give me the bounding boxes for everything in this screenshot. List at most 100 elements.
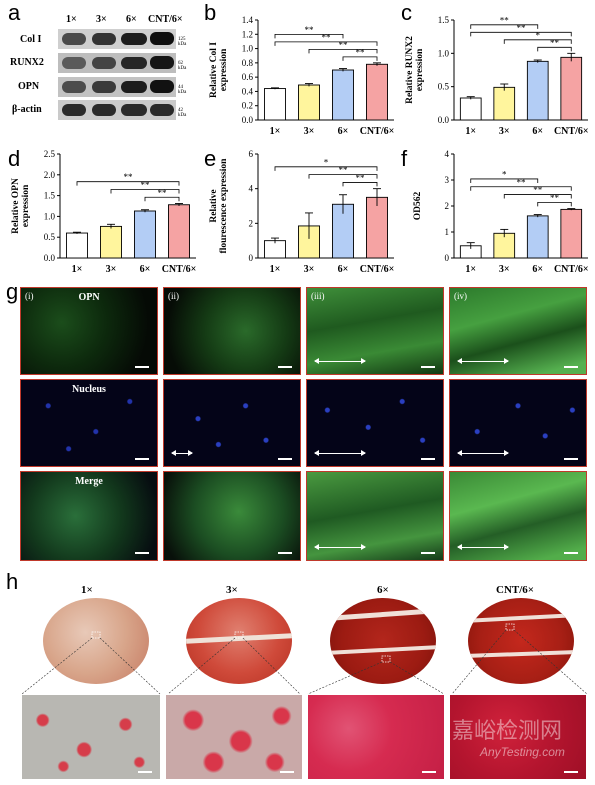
row-label-merge: Merge <box>75 476 103 487</box>
protein-label: RUNX2 <box>10 57 44 68</box>
stain-zoom-1x <box>22 695 160 779</box>
arrow-indicator <box>457 544 509 550</box>
y-tick-label: 0.5 <box>438 82 450 92</box>
x-tick-label: 1× <box>465 264 476 275</box>
x-tick-label: 3× <box>304 126 315 137</box>
blot-strip-opn <box>58 77 176 97</box>
y-tick-label: 1.5 <box>44 191 56 201</box>
significance-label: ** <box>517 23 527 33</box>
column-label: (ii) <box>168 291 179 301</box>
y-tick-label: 0.0 <box>242 115 254 125</box>
scale-bar <box>564 366 578 368</box>
chart-runx2-expression: 0.0 0.5 1.0 1.5 Relative RUNX2 expression 1× 3×… <box>405 15 589 137</box>
y-tick-label: 0.0 <box>44 253 56 263</box>
scale-bar <box>135 552 149 554</box>
significance-label: * <box>502 169 507 179</box>
panel-label-g: g <box>6 279 19 304</box>
scale-bar <box>280 771 294 773</box>
kda-label: 125 kDa <box>178 37 187 47</box>
y-tick-label: 2.0 <box>44 170 56 180</box>
significance-label: ** <box>305 25 315 35</box>
micro-nucleus-iv <box>449 379 587 467</box>
significance-bracket <box>308 174 378 179</box>
x-tick-label: 1× <box>72 264 83 275</box>
significance-label: ** <box>356 173 366 183</box>
y-tick-label: 6 <box>249 149 254 159</box>
scale-bar <box>278 552 292 554</box>
y-tick-label: 0.4 <box>242 86 254 96</box>
micro-opn-ii: (ii) <box>163 287 301 375</box>
stain-dish-6x <box>330 598 436 684</box>
lane-label: 1× <box>66 14 77 25</box>
x-tick-label: 1× <box>270 264 281 275</box>
arrow-indicator <box>314 358 366 364</box>
x-tick-label: 1× <box>465 126 476 137</box>
kda-label: 44 kDa <box>178 85 187 95</box>
y-tick-label: 1 <box>445 227 450 237</box>
bar <box>560 56 583 121</box>
y-tick-label: 2.5 <box>44 149 56 159</box>
blot-strip-col1 <box>58 29 176 49</box>
significance-bracket <box>470 24 539 29</box>
micro-nucleus-ii <box>163 379 301 467</box>
bar <box>526 215 549 259</box>
bar <box>100 225 122 259</box>
scale-bar <box>135 458 149 460</box>
y-axis-label: Relative OPN <box>11 178 21 234</box>
lane-label: 6× <box>126 14 137 25</box>
group-label: 3× <box>226 584 238 596</box>
bar <box>366 196 388 259</box>
significance-label: ** <box>550 38 560 48</box>
scale-bar <box>278 458 292 460</box>
arrow-indicator <box>314 544 366 550</box>
y-axis-label: expression <box>21 184 31 227</box>
y-tick-label: 1.2 <box>242 29 253 39</box>
y-tick-label: 0.8 <box>242 58 254 68</box>
significance-bracket <box>342 56 378 61</box>
y-tick-label: 0.5 <box>44 232 56 242</box>
significance-bracket <box>76 181 180 186</box>
y-axis-label: Relative RUNX2 <box>405 36 415 104</box>
column-label: (iii) <box>311 291 325 301</box>
blot-strip-runx2 <box>58 53 176 73</box>
significance-label: ** <box>339 40 349 50</box>
y-axis-label: expression <box>415 48 425 91</box>
significance-label: ** <box>339 165 349 175</box>
y-tick-label: 0.0 <box>438 115 450 125</box>
micro-merge-iv <box>449 471 587 561</box>
y-tick-label: 0 <box>445 253 450 263</box>
blot-strip-actin <box>58 100 176 120</box>
micro-opn-iv: (iv) <box>449 287 587 375</box>
x-tick-label: CNT/6× <box>360 126 395 137</box>
lane-label: CNT/6× <box>148 14 183 25</box>
micro-merge-iii <box>306 471 444 561</box>
bar <box>134 210 156 259</box>
stain-zoom-3x <box>166 695 302 779</box>
significance-bracket <box>503 39 572 44</box>
arrow-indicator <box>457 358 509 364</box>
x-tick-label: 6× <box>338 126 349 137</box>
kda-label: 42 kDa <box>178 108 187 118</box>
significance-label: ** <box>356 47 366 57</box>
significance-label: ** <box>322 32 332 42</box>
scale-bar <box>421 366 435 368</box>
scale-bar <box>564 458 578 460</box>
significance-bracket <box>470 31 572 37</box>
significance-label: ** <box>500 15 510 25</box>
stain-dish-3x <box>186 598 292 684</box>
panel-label-d: d <box>8 146 21 171</box>
x-tick-label: 3× <box>304 264 315 275</box>
x-tick-label: 3× <box>106 264 117 275</box>
bar <box>332 69 354 121</box>
y-axis-label: flourescence expression <box>219 158 229 254</box>
significance-label: ** <box>124 172 134 182</box>
x-tick-label: 6× <box>140 264 151 275</box>
stain-dish-1x <box>43 598 149 684</box>
panel-label-a: a <box>8 0 21 25</box>
significance-bracket <box>274 166 378 171</box>
significance-label: ** <box>533 185 543 195</box>
group-label: 1× <box>81 584 93 596</box>
significance-bracket <box>537 46 572 52</box>
x-tick-label: 1× <box>270 126 281 137</box>
significance-bracket <box>274 33 344 39</box>
